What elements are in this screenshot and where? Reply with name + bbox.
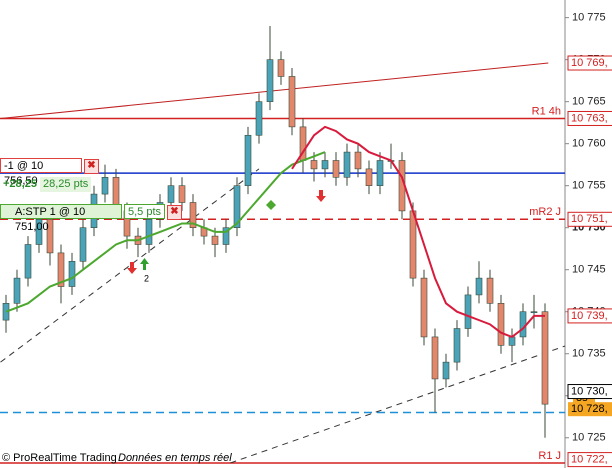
y-tick-label: 10 775 <box>572 12 606 24</box>
position-order[interactable]: -1 @ 10 756,50 <box>0 158 82 187</box>
price-tag <box>567 384 612 400</box>
candle-body <box>189 202 197 228</box>
price-tag <box>567 211 612 227</box>
y-tick-label: 10 765 <box>572 96 606 108</box>
candle-body <box>519 311 527 338</box>
price-tag <box>567 110 612 126</box>
trendline <box>0 168 260 363</box>
sell-signal <box>316 190 326 202</box>
footer-status: Données en temps réel <box>118 452 232 464</box>
candle-body <box>13 277 21 304</box>
candle-body <box>211 235 219 245</box>
candle-body <box>332 160 340 178</box>
candle-body <box>57 252 65 287</box>
candle-body <box>68 261 76 287</box>
y-tick-label: 10 755 <box>572 180 606 192</box>
indicator-line <box>5 151 326 313</box>
trendline <box>230 345 566 464</box>
candle-body <box>365 168 373 186</box>
level-label: R1 J <box>538 450 561 462</box>
candle-body <box>24 244 32 279</box>
candle-body <box>233 185 241 228</box>
y-tick-label: 10 725 <box>572 432 606 444</box>
candle-body <box>354 151 362 170</box>
candle-body <box>464 294 472 329</box>
gain-pts: 28,25 pts <box>40 177 92 192</box>
candle-body <box>145 218 153 245</box>
level-label: mR2 J <box>529 206 561 218</box>
candle-body <box>46 218 54 254</box>
y-tick-label: 10 760 <box>572 138 606 150</box>
gain: +28,25 <box>3 178 37 190</box>
candle-body <box>497 303 505 346</box>
candle-body <box>420 277 428 338</box>
candle-body <box>178 185 186 203</box>
candle-body <box>222 227 230 245</box>
stop-pts: 5,5 pts <box>124 204 166 219</box>
candle-body <box>266 59 274 102</box>
price-tag <box>568 402 612 417</box>
price-tag-label: 10 730, <box>571 385 608 397</box>
candle-body <box>409 210 417 279</box>
signal-count: 2 <box>144 273 149 283</box>
candle-body <box>310 160 318 170</box>
candle-body <box>442 361 450 380</box>
price-tag <box>567 55 612 71</box>
sell-signal <box>127 262 137 274</box>
candle-body <box>431 336 439 380</box>
candle-body <box>530 311 538 314</box>
price-tag-label: 10 769, <box>571 57 608 69</box>
candle-body <box>101 176 109 195</box>
y-tick-label: 10 745 <box>572 264 606 276</box>
close-position[interactable]: ✖ <box>84 159 99 174</box>
level-label: R1 4h <box>532 105 561 117</box>
footer-brand: © ProRealTime Trading <box>2 452 117 464</box>
trendline <box>0 62 549 119</box>
price-tag-label: 10 728, <box>571 403 608 415</box>
candle-body <box>167 185 175 203</box>
price-tag <box>567 308 612 324</box>
candle-body <box>321 160 329 170</box>
y-tick-label: 10 735 <box>572 348 606 360</box>
candle-body <box>376 160 384 186</box>
buy-signal <box>140 258 149 270</box>
candle-body <box>79 227 87 262</box>
candle-body <box>288 76 296 128</box>
candle-body <box>255 101 263 136</box>
stop-order[interactable]: A:STP 1 @ 10 751,00 <box>0 204 122 233</box>
indicator-line <box>291 125 545 339</box>
candle-body <box>453 328 461 363</box>
candle-body <box>508 336 516 346</box>
cancel-stop[interactable]: ✖ <box>167 205 182 220</box>
price-tag <box>567 452 612 468</box>
candle-body <box>35 218 43 245</box>
price-tag-label: 10 722, <box>571 454 608 466</box>
candle-body <box>343 151 351 178</box>
price-tag-label: 10 739, <box>571 310 608 322</box>
candle-body <box>475 277 483 296</box>
candle-body <box>486 277 494 304</box>
candle-body <box>277 59 285 77</box>
price-tag-label: 10 751, <box>571 213 608 225</box>
candle-body <box>244 134 252 186</box>
cross-marker <box>266 200 276 210</box>
candle-body <box>541 311 549 405</box>
price-tag-label: 10 763, <box>571 112 608 124</box>
